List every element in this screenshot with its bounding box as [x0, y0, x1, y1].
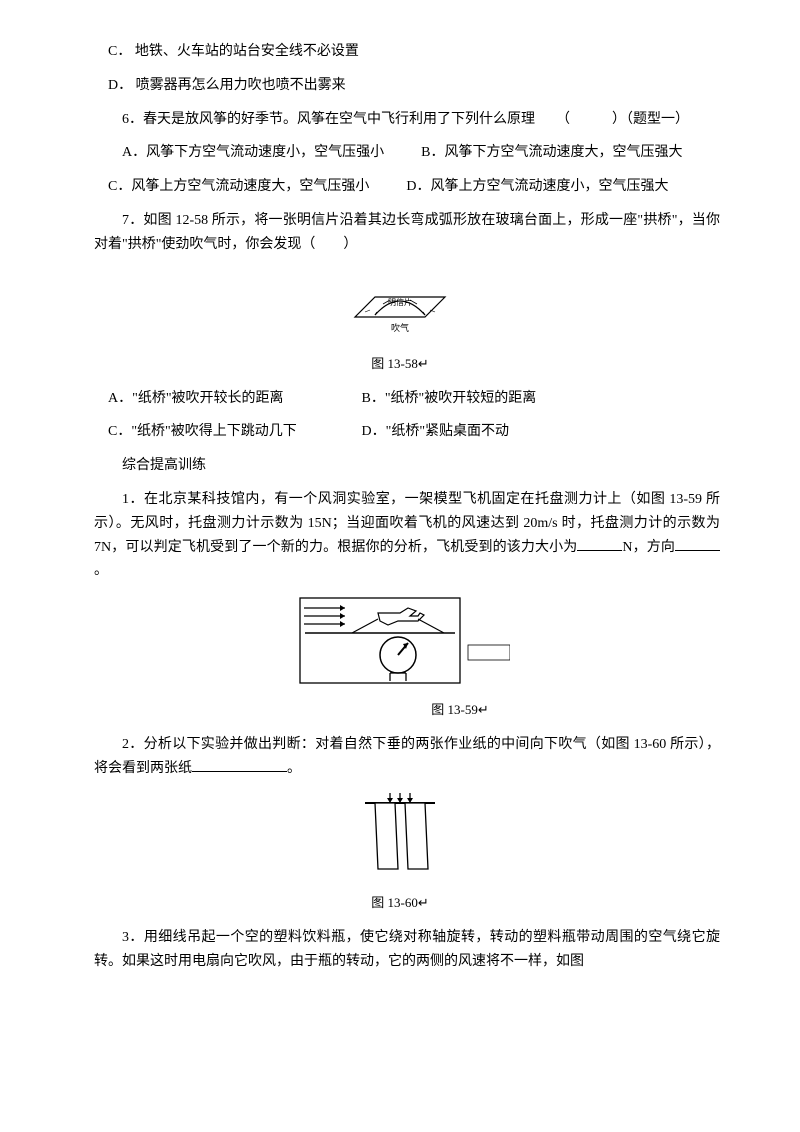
p2-figure: [80, 791, 720, 886]
two-papers-diagram: [350, 791, 450, 886]
p2-caption: 图 13-60↵: [80, 892, 720, 914]
wind-tunnel-diagram: [290, 593, 510, 693]
q6-option-c: C．风筝上方空气流动速度大，空气压强小: [108, 179, 369, 194]
q7-option-c: C．"纸桥"被吹得上下跳动几下: [108, 420, 358, 444]
q7-option-d: D．"纸桥"紧贴桌面不动: [362, 420, 510, 444]
q5-option-c: C． 地铁、火车站的站台安全线不必设置: [80, 40, 720, 64]
q6-options-cd: C．风筝上方空气流动速度大，空气压强小 D．风筝上方空气流动速度小，空气压强大: [80, 175, 720, 199]
q7-option-b: B．"纸桥"被吹开较短的距离: [362, 387, 537, 411]
p1-stem: 1．在北京某科技馆内，有一个风洞实验室，一架模型飞机固定在托盘测力计上（如图 1…: [80, 488, 720, 583]
q6-stem: 6．春天是放风筝的好季节。风筝在空气中飞行利用了下列什么原理 （ ）（题型一）: [80, 108, 720, 132]
q7-caption: 图 13-58↵: [80, 353, 720, 375]
p2-stem: 2．分析以下实验并做出判断：对着自然下垂的两张作业纸的中间向下吹气（如图 13-…: [80, 733, 720, 781]
p1-text-b: N，方向: [622, 540, 675, 555]
p1-figure: [80, 593, 720, 693]
q6-options-ab: A．风筝下方空气流动速度小，空气压强小 B．风筝下方空气流动速度大，空气压强大: [80, 141, 720, 165]
p2-text-a: 2．分析以下实验并做出判断：对着自然下垂的两张作业纸的中间向下吹气（如图 13-…: [94, 737, 720, 776]
q7-figure: 明信片 吹气: [80, 267, 720, 347]
q6-option-a: A．风筝下方空气流动速度小，空气压强小: [122, 145, 384, 160]
p2-blank[interactable]: [192, 758, 287, 772]
q6-option-b: B．风筝下方空气流动速度大，空气压强大: [421, 145, 682, 160]
q7-options-ab: A．"纸桥"被吹开较长的距离 B．"纸桥"被吹开较短的距离: [80, 387, 720, 411]
section-title: 综合提高训练: [80, 454, 720, 478]
p1-caption: 图 13-59↵: [80, 699, 720, 721]
p1-text-c: 。: [94, 563, 108, 578]
p1-blank-2[interactable]: [675, 537, 720, 551]
p1-blank-1[interactable]: [577, 537, 622, 551]
p3-stem: 3．用细线吊起一个空的塑料饮料瓶，使它绕对称轴旋转，转动的塑料瓶带动周围的空气绕…: [80, 926, 720, 974]
q7-option-a: A．"纸桥"被吹开较长的距离: [108, 387, 358, 411]
card-label: 明信片: [388, 297, 412, 307]
blow-label: 吹气: [391, 322, 409, 333]
postcard-arch-diagram: 明信片 吹气: [345, 267, 455, 347]
q7-options-cd: C．"纸桥"被吹得上下跳动几下 D．"纸桥"紧贴桌面不动: [80, 420, 720, 444]
q7-stem: 7．如图 12-58 所示，将一张明信片沿着其边长弯成弧形放在玻璃台面上，形成一…: [80, 209, 720, 257]
q6-option-d: D．风筝上方空气流动速度小，空气压强大: [406, 179, 668, 194]
q5-option-d: D． 喷雾器再怎么用力吹也喷不出雾来: [80, 74, 720, 98]
p2-text-b: 。: [287, 761, 301, 776]
